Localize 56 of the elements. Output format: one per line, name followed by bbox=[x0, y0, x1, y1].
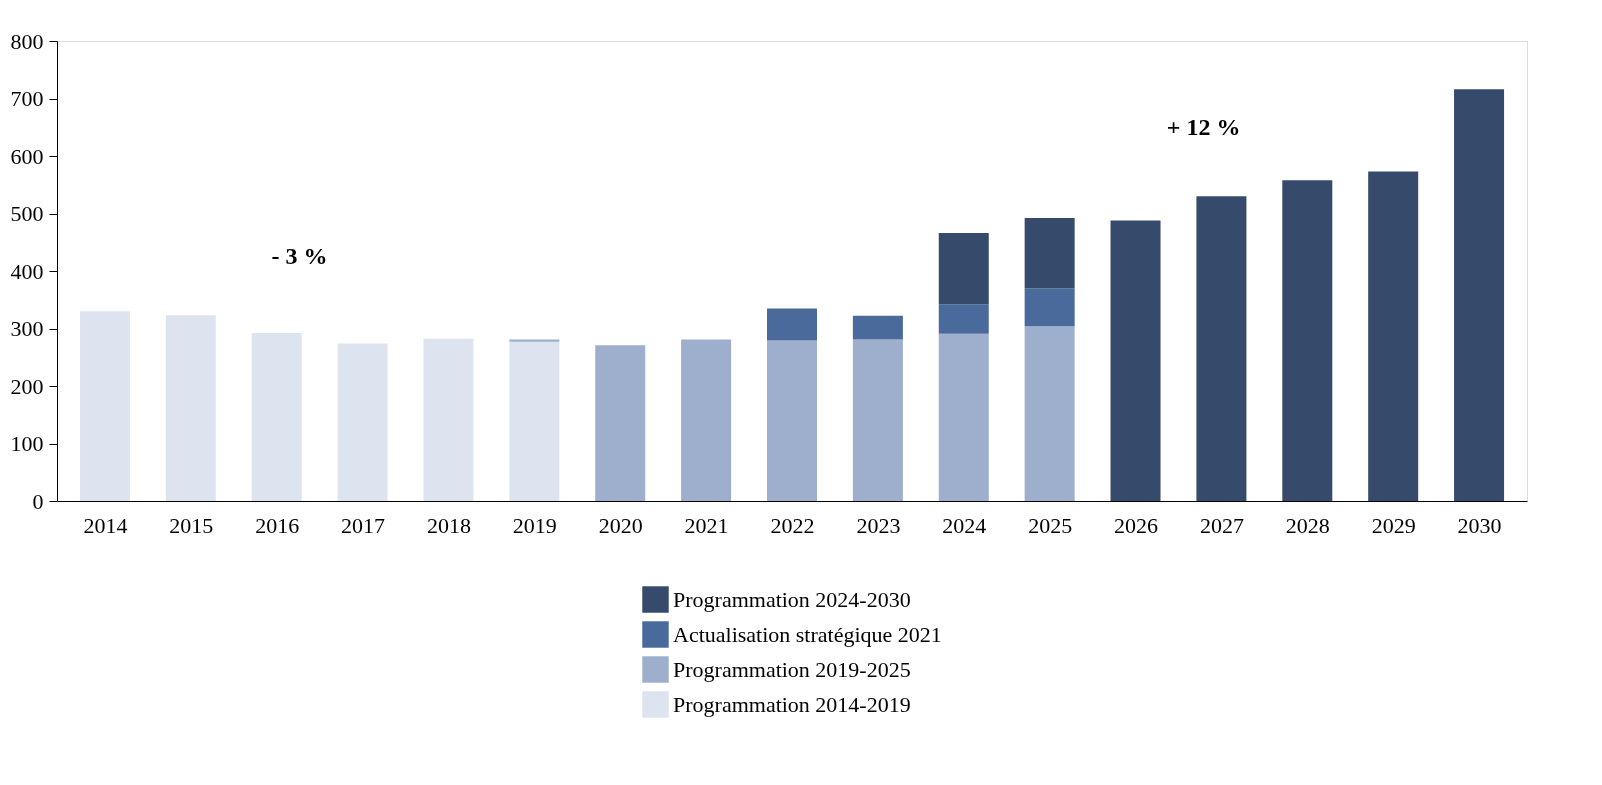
y-tick-label: 100 bbox=[10, 431, 44, 456]
bar bbox=[852, 339, 903, 501]
y-tick-label: 700 bbox=[10, 86, 44, 111]
bar bbox=[1110, 220, 1161, 501]
bar bbox=[767, 308, 817, 341]
bar bbox=[509, 341, 560, 501]
legend-label: Programmation 2014-2019 bbox=[673, 691, 911, 717]
x-tick-label: 2028 bbox=[1285, 512, 1330, 538]
x-tick-label: 2016 bbox=[255, 512, 300, 538]
x-tick-label: 2024 bbox=[942, 512, 987, 538]
x-tick-label: 2030 bbox=[1457, 512, 1502, 538]
x-tick-label: 2027 bbox=[1199, 512, 1244, 538]
x-tick-label: 2022 bbox=[770, 512, 815, 538]
bar bbox=[1368, 171, 1419, 501]
x-tick-label: 2020 bbox=[598, 512, 643, 538]
bar bbox=[1024, 288, 1075, 327]
bar bbox=[1196, 196, 1247, 501]
bar bbox=[509, 339, 560, 342]
x-tick-label: 2014 bbox=[83, 512, 128, 538]
y-tick-label: 800 bbox=[10, 28, 44, 54]
bar bbox=[1282, 180, 1333, 501]
bar bbox=[938, 233, 989, 305]
legend-label: Programmation 2019-2025 bbox=[673, 656, 911, 682]
legend-label: Programmation 2024-2030 bbox=[673, 586, 911, 612]
bar bbox=[681, 339, 732, 501]
x-tick-label: 2029 bbox=[1371, 512, 1416, 538]
annotation: - 3 % bbox=[271, 243, 328, 270]
bar bbox=[767, 340, 817, 501]
x-tick-label: 2021 bbox=[684, 512, 729, 538]
bar bbox=[938, 333, 989, 501]
bar bbox=[337, 343, 388, 501]
y-tick-label: 600 bbox=[10, 143, 44, 169]
bar bbox=[251, 333, 302, 501]
x-tick-label: 2025 bbox=[1028, 512, 1073, 538]
y-tick-label: 300 bbox=[10, 316, 44, 341]
x-tick-label: 2018 bbox=[426, 512, 471, 538]
y-tick-label: 0 bbox=[32, 488, 44, 514]
bar bbox=[1454, 89, 1505, 501]
bar bbox=[423, 338, 474, 501]
legend-label: Actualisation stratégique 2021 bbox=[673, 621, 942, 647]
x-tick-label: 2017 bbox=[341, 512, 386, 538]
bar bbox=[1024, 218, 1075, 289]
x-tick-label: 2019 bbox=[512, 512, 557, 538]
bar bbox=[1024, 326, 1075, 501]
bar bbox=[595, 345, 646, 501]
bar bbox=[938, 304, 989, 334]
x-tick-label: 2023 bbox=[856, 512, 901, 538]
x-tick-label: 2026 bbox=[1114, 512, 1159, 538]
y-tick-label: 500 bbox=[10, 201, 44, 226]
y-tick-label: 200 bbox=[10, 373, 44, 399]
x-tick-label: 2015 bbox=[169, 512, 214, 538]
annotation: + 12 % bbox=[1166, 114, 1241, 141]
bar bbox=[852, 315, 903, 340]
y-tick-label: 400 bbox=[10, 258, 44, 284]
bar bbox=[79, 311, 130, 501]
bar bbox=[165, 315, 216, 501]
